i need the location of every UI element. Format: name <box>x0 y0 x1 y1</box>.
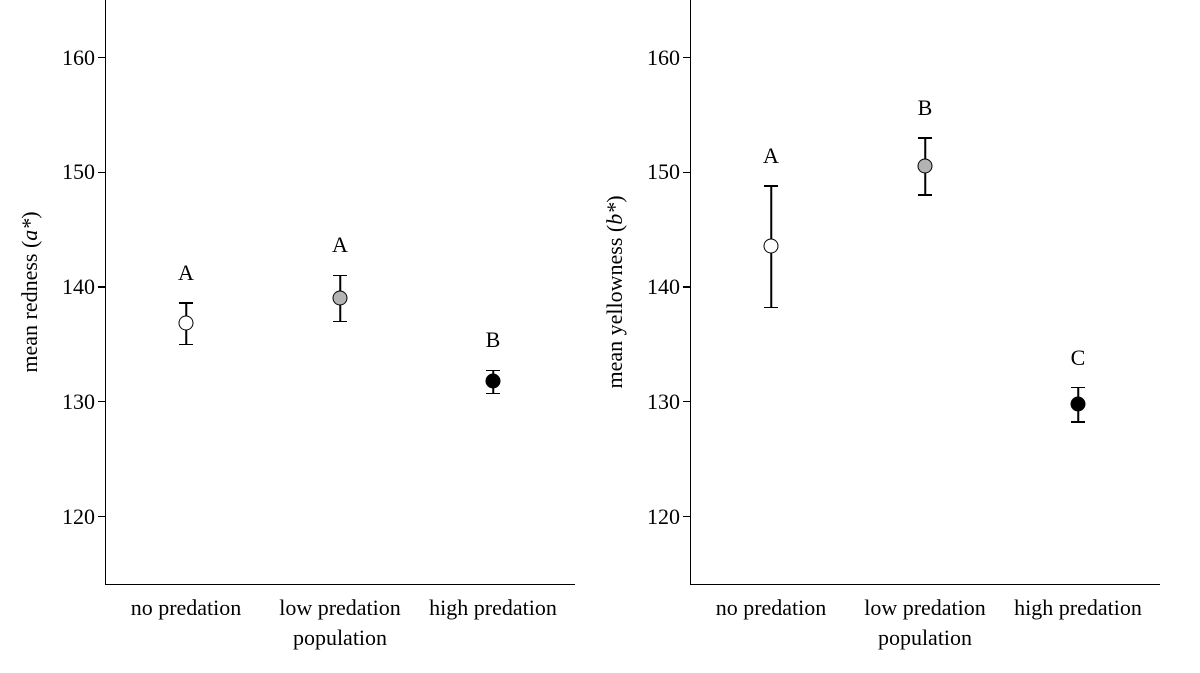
data-marker <box>486 374 501 389</box>
ytick <box>683 172 691 174</box>
ytick <box>683 401 691 403</box>
xticklabel: low predation <box>864 595 986 621</box>
error-cap <box>486 370 500 372</box>
error-cap <box>764 185 778 187</box>
x-axis-label-right: population <box>878 625 972 651</box>
error-cap <box>918 137 932 139</box>
error-cap <box>179 344 193 346</box>
x-axis-label-left: population <box>293 625 387 651</box>
data-marker <box>1071 397 1086 412</box>
yticklabel: 130 <box>640 389 680 415</box>
data-marker <box>333 290 348 305</box>
xticklabel: high predation <box>429 595 557 621</box>
yticklabel: 150 <box>640 159 680 185</box>
ytick <box>98 516 106 518</box>
figure-root: 120 130 140 150 160 mean redness (a*) no… <box>0 0 1200 673</box>
ytick <box>98 57 106 59</box>
panel-left: 120 130 140 150 160 mean redness (a*) no… <box>0 0 600 673</box>
error-cap <box>1071 387 1085 389</box>
xticklabel: low predation <box>279 595 401 621</box>
ylabel-suffix: ) <box>17 211 42 218</box>
data-marker <box>179 315 194 330</box>
yticklabel: 140 <box>640 274 680 300</box>
error-cap <box>1071 421 1085 423</box>
ytick <box>683 57 691 59</box>
yticklabel: 120 <box>55 504 95 530</box>
xticklabel: no predation <box>131 595 242 621</box>
error-cap <box>333 321 347 323</box>
data-marker <box>918 158 933 173</box>
group-label: C <box>1071 345 1086 371</box>
plot-area-right <box>690 0 1160 585</box>
xticklabel: high predation <box>1014 595 1142 621</box>
group-label: A <box>178 260 194 286</box>
yticklabel: 150 <box>55 159 95 185</box>
data-marker <box>764 239 779 254</box>
error-cap <box>179 302 193 304</box>
group-label: B <box>486 327 501 353</box>
group-label: A <box>332 232 348 258</box>
ytick <box>98 172 106 174</box>
yticklabel: 130 <box>55 389 95 415</box>
ytick <box>98 401 106 403</box>
ylabel-suffix: ) <box>602 195 627 202</box>
yticklabel: 120 <box>640 504 680 530</box>
error-cap <box>486 393 500 395</box>
y-axis-label-right: mean yellowness (b*) <box>602 195 628 388</box>
yticklabel: 160 <box>640 45 680 71</box>
yticklabel: 140 <box>55 274 95 300</box>
ylabel-var: b* <box>602 203 627 225</box>
ylabel-text: mean yellowness ( <box>602 225 627 389</box>
ylabel-text: mean redness ( <box>17 241 42 373</box>
yticklabel: 160 <box>55 45 95 71</box>
group-label: B <box>918 95 933 121</box>
error-cap <box>333 275 347 277</box>
xticklabel: no predation <box>716 595 827 621</box>
ytick <box>683 516 691 518</box>
group-label: A <box>763 143 779 169</box>
ytick <box>98 286 106 288</box>
panel-right: 120 130 140 150 160 mean yellowness (b*)… <box>600 0 1200 673</box>
ylabel-var: a* <box>17 219 42 241</box>
y-axis-label-left: mean redness (a*) <box>17 211 43 372</box>
error-cap <box>918 194 932 196</box>
ytick <box>683 286 691 288</box>
error-cap <box>764 307 778 309</box>
